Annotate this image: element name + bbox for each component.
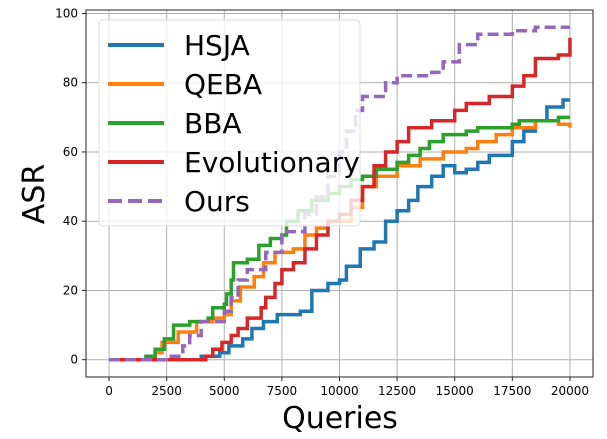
legend-label: Ours: [184, 185, 250, 218]
x-tick-label: 0: [105, 384, 113, 398]
y-tick-label: 20: [63, 283, 78, 297]
x-tick-label: 2500: [151, 384, 182, 398]
x-tick-label: 17500: [493, 384, 531, 398]
y-tick-label: 60: [63, 145, 78, 159]
y-tick-label: 40: [63, 214, 78, 228]
x-tick-label: 15000: [436, 384, 474, 398]
y-tick-label: 100: [55, 6, 78, 20]
y-tick-label: 80: [63, 76, 78, 90]
legend-label: BBA: [184, 107, 242, 140]
x-tick-label: 5000: [209, 384, 240, 398]
x-tick-label: 12500: [378, 384, 416, 398]
legend-label: HSJA: [184, 29, 250, 62]
y-tick-label: 0: [70, 353, 78, 367]
x-tick-label: 10000: [320, 384, 358, 398]
ticks: 0 2500 5000 7500 10000 12500 15000 17500 20000 0 2…: [55, 6, 589, 398]
x-tick-label: 7500: [267, 384, 298, 398]
legend-label: Evolutionary: [184, 146, 360, 179]
legend-box: [98, 19, 361, 227]
legend-label: QEBA: [184, 68, 262, 101]
y-axis-label: ASR: [17, 164, 52, 224]
series-line-hsja: [109, 98, 570, 362]
legend: HSJA QEBA BBA Evolutionary Ours: [98, 19, 361, 227]
x-tick-label: 20000: [551, 384, 589, 398]
x-axis-label: Queries: [282, 401, 398, 436]
